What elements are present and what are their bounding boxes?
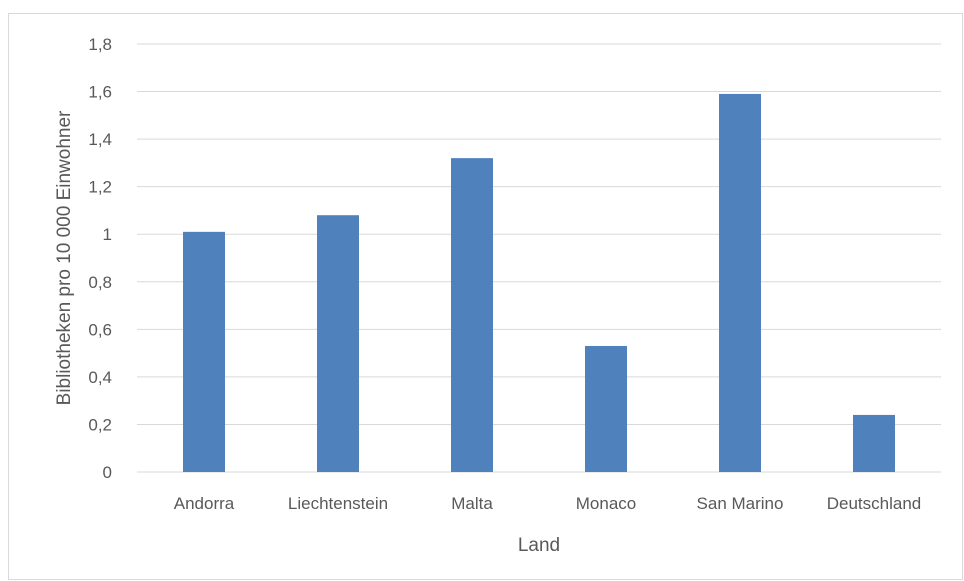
y-tick-label: 1,6 <box>88 83 112 102</box>
x-category-label: Deutschland <box>827 494 922 513</box>
x-category-labels: Andorra Liechtenstein Malta Monaco San Marin… <box>174 494 922 513</box>
bar-andorra <box>183 231 225 472</box>
gridlines <box>137 43 941 473</box>
x-category-label: Andorra <box>174 494 235 513</box>
y-tick-label: 0,2 <box>88 415 112 434</box>
bar-monaco <box>585 345 627 472</box>
x-category-label: Monaco <box>576 494 636 513</box>
y-tick-label: 1,8 <box>88 35 112 54</box>
y-tick-labels: 0 0,2 0,4 0,6 0,8 1 1,2 1,4 1,6 1,8 <box>88 35 112 482</box>
y-tick-label: 0,8 <box>88 273 112 292</box>
x-category-label: Malta <box>451 494 493 513</box>
x-axis-title: Land <box>518 535 560 556</box>
x-category-label: Liechtenstein <box>288 494 388 513</box>
x-category-label: San Marino <box>697 494 784 513</box>
bar-san-marino <box>719 93 761 472</box>
y-tick-label: 0 <box>103 463 112 482</box>
bars <box>183 93 895 472</box>
y-axis-title: Bibliotheken pro 10 000 Einwohner <box>54 110 75 405</box>
bar-malta <box>451 158 493 472</box>
y-tick-label: 0,6 <box>88 320 112 339</box>
y-tick-label: 1,2 <box>88 178 112 197</box>
bar-deutschland <box>853 414 895 472</box>
y-tick-label: 1,4 <box>88 130 112 149</box>
bar-liechtenstein <box>317 215 359 472</box>
y-tick-label: 1 <box>103 225 112 244</box>
y-tick-label: 0,4 <box>88 368 112 387</box>
